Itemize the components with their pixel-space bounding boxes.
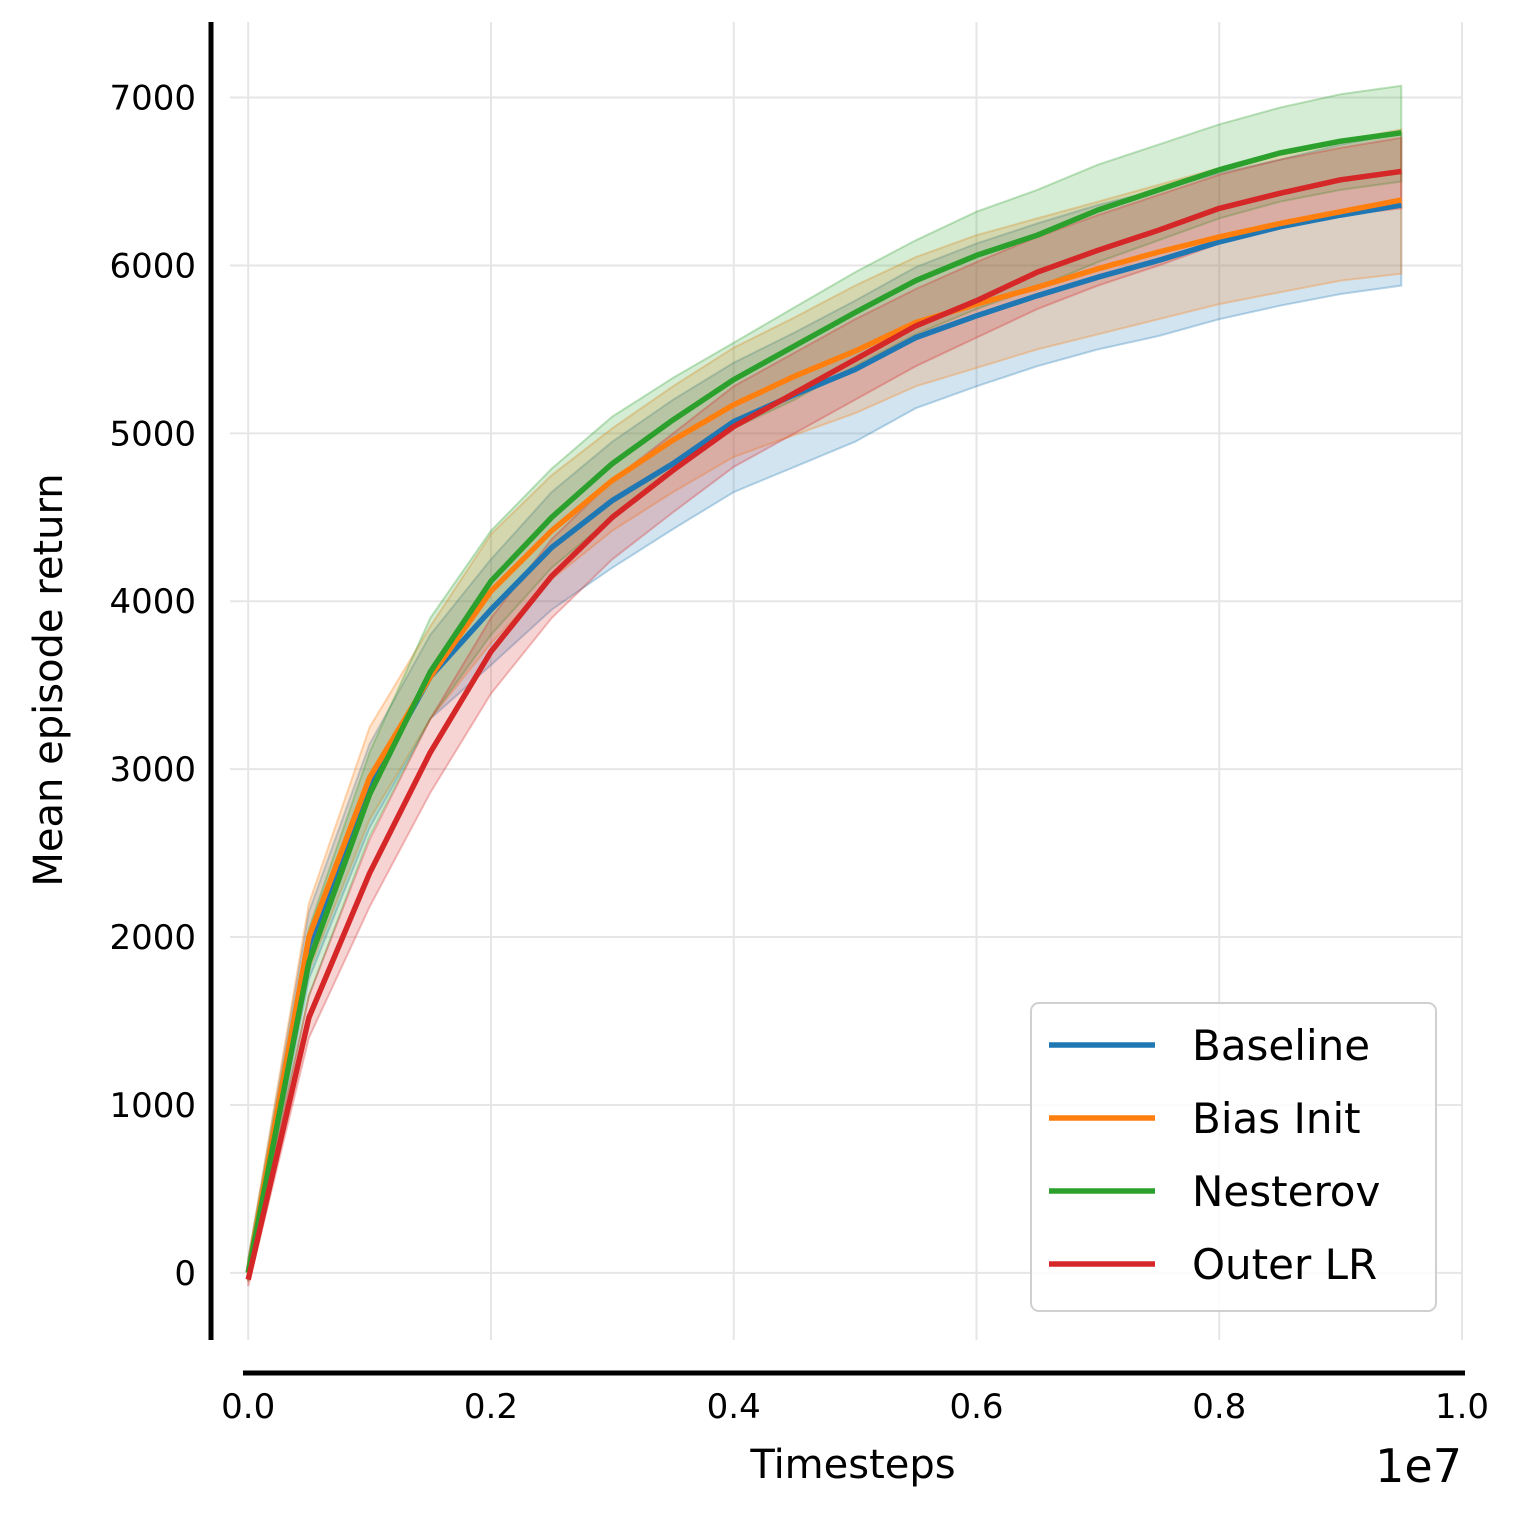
legend-label-outer-lr: Outer LR [1192, 1240, 1377, 1289]
outer-lr-band [247, 136, 1403, 1287]
y-tick-label: 2000 [109, 918, 196, 958]
legend-label-bias-init: Bias Init [1192, 1094, 1361, 1143]
y-tick-label: 7000 [109, 79, 196, 119]
series-lines [245, 130, 1402, 1281]
y-tick-label: 1000 [109, 1086, 196, 1126]
x-axis-offset-label: 1e7 [1375, 1439, 1462, 1493]
x-tick-label: 1.0 [1435, 1387, 1489, 1427]
legend-box [1030, 1002, 1437, 1312]
y-tick-label: 3000 [109, 750, 196, 790]
y-tick-label: 0 [174, 1254, 196, 1294]
y-tick-labels: 0 1000 2000 3000 4000 5000 6000 7000 [109, 79, 196, 1294]
y-axis-title: Mean episode return [26, 473, 72, 886]
x-tick-label: 0.4 [707, 1387, 761, 1427]
outer-lr-line [245, 168, 1402, 1281]
x-tick-label: 0.2 [464, 1387, 518, 1427]
x-tick-labels: 0.0 0.2 0.4 0.6 0.8 1.0 [221, 1387, 1489, 1427]
y-tick-label: 4000 [109, 582, 196, 622]
legend-label-baseline: Baseline [1192, 1021, 1370, 1070]
bias-init-line [245, 197, 1402, 1274]
legend: Baseline Bias Init Nesterov Outer LR [1030, 1002, 1437, 1312]
x-axis-title: Timesteps [749, 1442, 955, 1488]
x-tick-label: 0.8 [1192, 1387, 1246, 1427]
y-tick-label: 5000 [109, 414, 196, 454]
nesterov-line [245, 130, 1402, 1274]
x-tick-label: 0.6 [949, 1387, 1003, 1427]
bias-init-band [247, 128, 1403, 1282]
gridlines [230, 22, 1463, 1340]
legend-label-nesterov: Nesterov [1192, 1167, 1380, 1216]
y-tick-label: 6000 [109, 246, 196, 286]
x-tick-label: 0.0 [221, 1387, 275, 1427]
